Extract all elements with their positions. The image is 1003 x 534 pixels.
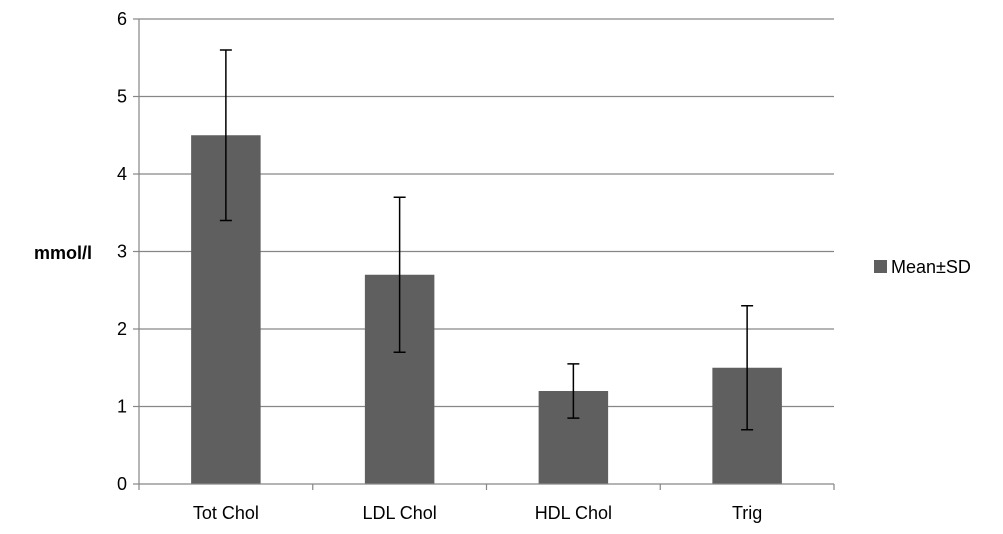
y-tick-label: 2 [117,319,127,339]
x-category-labels: Tot Chol LDL Chol HDL Chol Trig [193,503,762,523]
y-tick-label: 6 [117,9,127,29]
error-bars [219,49,754,431]
y-tick-label: 1 [117,397,127,417]
y-tick-label: 0 [117,474,127,494]
x-category-label: HDL Chol [535,503,612,523]
x-category-label: LDL Chol [362,503,436,523]
x-category-label: Tot Chol [193,503,259,523]
y-tick-label: 3 [117,242,127,262]
legend: Mean±SD [874,257,971,277]
axes [133,18,835,490]
legend-label: Mean±SD [891,257,971,277]
x-category-label: Trig [732,503,762,523]
y-tick-label: 4 [117,164,127,184]
y-axis-label: mmol/l [34,243,92,263]
legend-swatch [874,260,887,273]
y-tick-labels: 0 1 2 3 4 5 6 [117,9,127,494]
y-tick-label: 5 [117,87,127,107]
bars [191,135,782,484]
